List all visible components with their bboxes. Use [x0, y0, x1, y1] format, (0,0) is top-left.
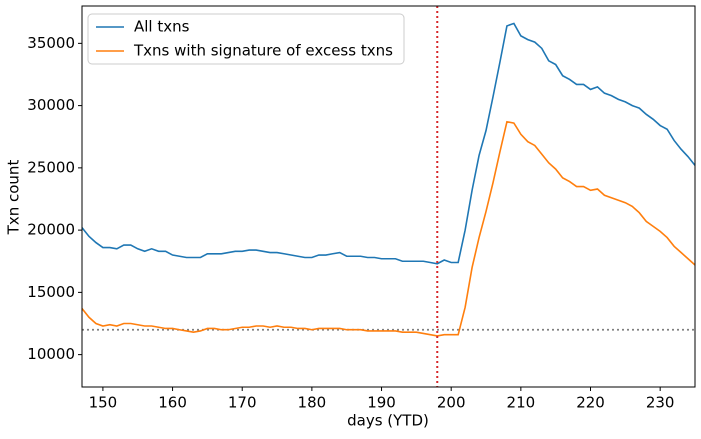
x-axis-label: days (YTD) — [347, 412, 429, 430]
x-tick-label: 160 — [158, 394, 187, 412]
y-tick-label: 30000 — [27, 96, 75, 114]
x-tick-label: 180 — [298, 394, 327, 412]
x-tick-label: 200 — [437, 394, 466, 412]
y-axis-label: Txn count — [5, 160, 23, 236]
y-tick-label: 15000 — [27, 283, 75, 301]
series-line — [81, 120, 696, 337]
x-tick-label: 220 — [576, 394, 605, 412]
y-tick-label: 10000 — [27, 345, 75, 363]
legend-box — [87, 13, 405, 65]
y-tick-label: 20000 — [27, 221, 75, 239]
legend-label: Txns with signature of excess txns — [133, 42, 393, 60]
x-tick-label: 210 — [507, 394, 536, 412]
x-tick-label: 170 — [228, 394, 257, 412]
x-tick-label: 230 — [646, 394, 675, 412]
plot-frame — [81, 5, 696, 388]
series-line — [81, 22, 696, 265]
x-tick-label: 190 — [367, 394, 396, 412]
legend-label: All txns — [134, 18, 190, 36]
y-tick-label: 35000 — [27, 34, 75, 52]
y-tick-label: 25000 — [27, 158, 75, 176]
x-tick-label: 150 — [89, 394, 118, 412]
